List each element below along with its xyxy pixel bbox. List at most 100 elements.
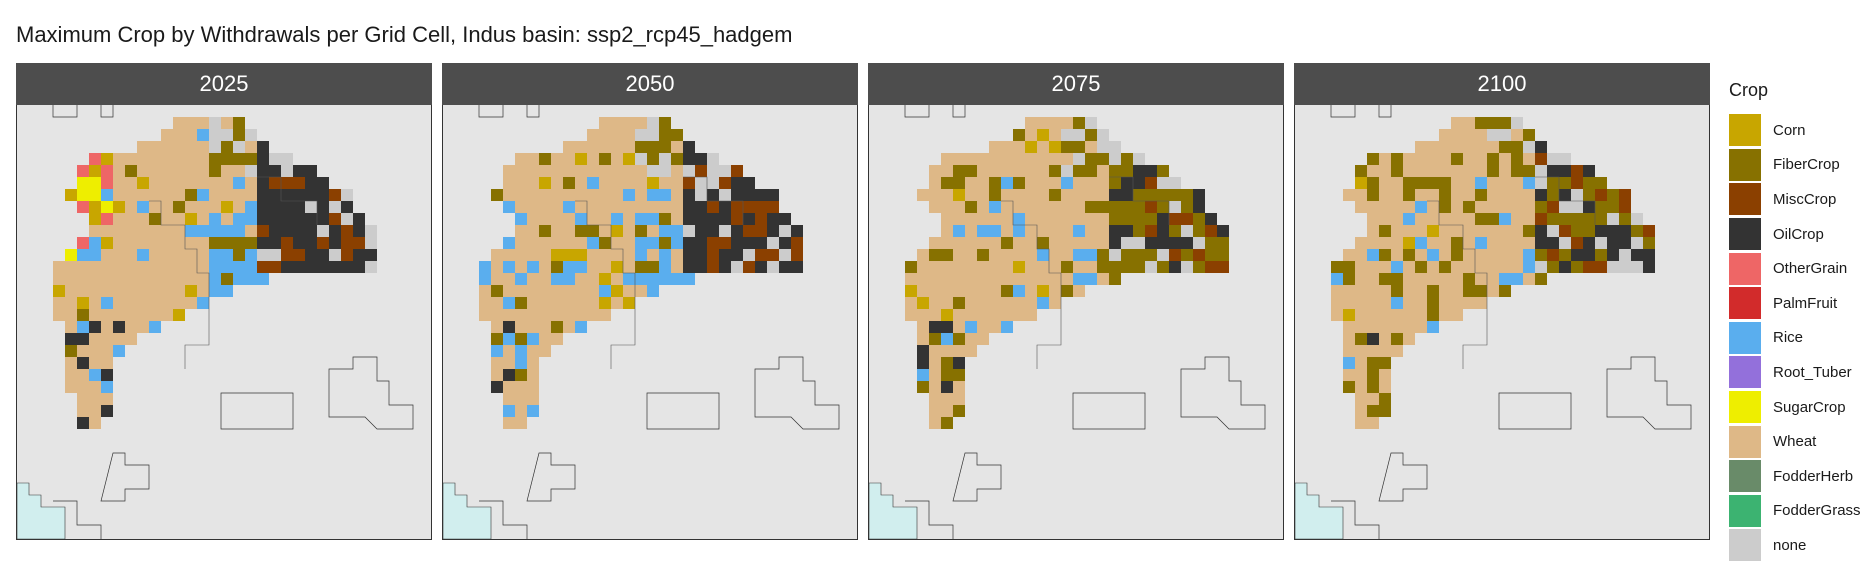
grid-cell-rice (1391, 261, 1403, 273)
grid-cell-oilcrop (683, 237, 695, 249)
grid-cell-wheat (989, 213, 1001, 225)
grid-cell-rice (647, 213, 659, 225)
grid-cell-wheat (137, 285, 149, 297)
grid-cell-wheat (161, 165, 173, 177)
legend: Crop Corn FiberCrop MiscCrop OilCrop OtherGr… (1729, 80, 1861, 563)
grid-cell-wheat (989, 273, 1001, 285)
grid-cell-wheat (965, 189, 977, 201)
grid-cell-oilcrop (791, 261, 803, 273)
grid-cell-fibercrop (599, 153, 611, 165)
grid-cell-wheat (77, 393, 89, 405)
grid-cell-wheat (587, 273, 599, 285)
grid-cell-wheat (197, 273, 209, 285)
grid-cell-wheat (1367, 309, 1379, 321)
grid-cell-wheat (1415, 153, 1427, 165)
grid-cell-sugarcrop (77, 189, 89, 201)
grid-cell-wheat (113, 273, 125, 285)
grid-cell-wheat (89, 417, 101, 429)
grid-cell-wheat (89, 261, 101, 273)
grid-cell-wheat (221, 117, 233, 129)
grid-cell-fibercrop (1193, 225, 1205, 237)
grid-cell-none (1073, 153, 1085, 165)
grid-cell-wheat (1013, 201, 1025, 213)
grid-cell-wheat (941, 345, 953, 357)
grid-cell-wheat (89, 297, 101, 309)
region-boundary (1378, 452, 1428, 502)
grid-cell-wheat (1403, 201, 1415, 213)
grid-cell-wheat (929, 381, 941, 393)
grid-cell-none (1631, 237, 1643, 249)
region-boundary (1498, 392, 1572, 430)
grid-cell-rice (1523, 261, 1535, 273)
grid-cell-wheat (1061, 225, 1073, 237)
grid-cell-wheat (611, 141, 623, 153)
grid-cell-wheat (149, 309, 161, 321)
grid-cell-fibercrop (1559, 213, 1571, 225)
grid-cell-fibercrop (1451, 153, 1463, 165)
grid-cell-rice (1061, 177, 1073, 189)
grid-cell-oilcrop (707, 225, 719, 237)
grid-cell-oilcrop (1193, 189, 1205, 201)
facet-2050: 2050 (442, 63, 858, 540)
grid-cell-wheat (113, 165, 125, 177)
grid-cell-oilcrop (293, 237, 305, 249)
grid-cell-wheat (173, 117, 185, 129)
grid-cell-wheat (953, 285, 965, 297)
grid-cell-wheat (611, 129, 623, 141)
grid-cell-wheat (515, 177, 527, 189)
grid-cell-rice (527, 261, 539, 273)
grid-cell-wheat (587, 165, 599, 177)
grid-cell-wheat (563, 141, 575, 153)
grid-cell-oilcrop (695, 261, 707, 273)
grid-cell-fibercrop (929, 249, 941, 261)
grid-cell-none (245, 165, 257, 177)
grid-cell-wheat (1097, 177, 1109, 189)
grid-cell-wheat (551, 201, 563, 213)
grid-cell-wheat (1499, 201, 1511, 213)
grid-cell-oilcrop (941, 381, 953, 393)
legend-swatch (1729, 356, 1761, 389)
grid-cell-wheat (53, 309, 65, 321)
grid-cell-wheat (953, 393, 965, 405)
grid-cell-oilcrop (269, 189, 281, 201)
grid-cell-wheat (65, 357, 77, 369)
legend-item-sugarcrop: SugarCrop (1729, 390, 1861, 425)
grid-cell-wheat (101, 273, 113, 285)
grid-cell-wheat (977, 189, 989, 201)
grid-cell-rice (1013, 213, 1025, 225)
grid-cell-wheat (53, 261, 65, 273)
grid-cell-oilcrop (755, 261, 767, 273)
grid-cell-wheat (1013, 153, 1025, 165)
grid-cell-wheat (503, 417, 515, 429)
grid-cell-wheat (173, 225, 185, 237)
grid-cell-fibercrop (1121, 261, 1133, 273)
grid-cell-misccrop (1145, 201, 1157, 213)
grid-cell-wheat (587, 261, 599, 273)
grid-cell-none (1169, 201, 1181, 213)
grid-cell-wheat (1439, 285, 1451, 297)
grid-cell-fibercrop (491, 285, 503, 297)
grid-cell-wheat (965, 297, 977, 309)
grid-cell-wheat (1487, 237, 1499, 249)
grid-cell-corn (101, 153, 113, 165)
grid-cell-wheat (539, 237, 551, 249)
grid-cell-wheat (1487, 189, 1499, 201)
grid-cell-wheat (599, 225, 611, 237)
grid-cell-none (1085, 117, 1097, 129)
grid-cell-wheat (515, 153, 527, 165)
grid-cell-wheat (77, 369, 89, 381)
grid-cell-wheat (89, 333, 101, 345)
grid-cell-misccrop (743, 201, 755, 213)
grid-cell-rice (233, 261, 245, 273)
grid-cell-wheat (941, 225, 953, 237)
grid-cell-wheat (905, 273, 917, 285)
grid-cell-wheat (515, 321, 527, 333)
grid-cell-wheat (527, 309, 539, 321)
grid-cell-none (209, 117, 221, 129)
grid-cell-wheat (1367, 345, 1379, 357)
grid-cell-wheat (611, 273, 623, 285)
grid-cell-fibercrop (1439, 177, 1451, 189)
grid-cell-oilcrop (1121, 189, 1133, 201)
grid-cell-wheat (161, 249, 173, 261)
legend-item-misccrop: MiscCrop (1729, 182, 1861, 217)
